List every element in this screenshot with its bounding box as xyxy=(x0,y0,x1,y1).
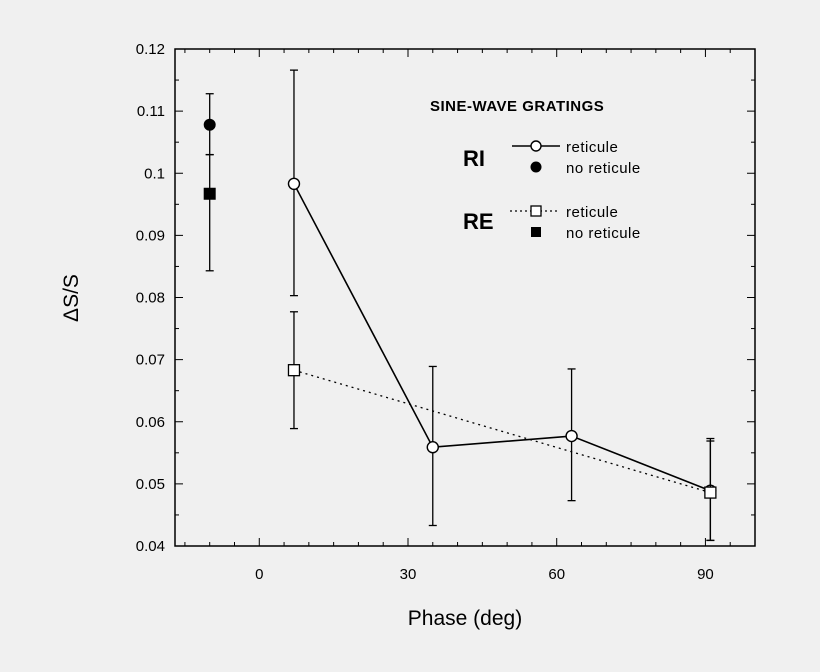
plot-area xyxy=(174,48,756,547)
y-tick-label: 0.11 xyxy=(137,103,165,120)
y-tick-label: 0.08 xyxy=(136,290,165,307)
legend-ri-reticule-marker xyxy=(530,140,542,152)
data-marks xyxy=(203,69,717,542)
y-tick-label: 0.04 xyxy=(136,538,165,555)
x-tick-label: 30 xyxy=(400,566,417,583)
y-tick-label: 0.09 xyxy=(136,227,165,244)
x-tick-label: 0 xyxy=(255,566,263,583)
legend: SINE-WAVE GRATINGS RI reticule no reticu… xyxy=(430,98,641,242)
data-point xyxy=(203,118,216,131)
legend-re-no-reticule-label: no reticule xyxy=(566,225,641,242)
y-axis-label: ΔS/S xyxy=(60,274,83,322)
data-point xyxy=(426,441,439,454)
legend-ri-no-reticule-marker xyxy=(530,161,542,173)
series-ri-reticule xyxy=(287,69,717,542)
legend-group-ri-label: RI xyxy=(463,146,485,171)
legend-title: SINE-WAVE GRATINGS xyxy=(430,98,604,115)
data-point xyxy=(565,429,578,443)
legend-ri-no-reticule-label: no reticule xyxy=(566,160,641,177)
x-tick-label: 60 xyxy=(548,566,565,583)
series-line-re-reticule xyxy=(293,369,711,494)
x-tick-label: 90 xyxy=(697,566,714,583)
y-tick-label: 0.12 xyxy=(136,41,165,58)
y-tick-label: 0.06 xyxy=(136,414,165,431)
y-tick-label: 0.07 xyxy=(136,352,165,369)
data-point xyxy=(203,187,216,200)
data-point xyxy=(704,486,717,499)
legend-group-re-label: RE xyxy=(463,209,494,234)
legend-re-reticule-marker xyxy=(530,205,542,217)
legend-re-no-reticule-marker xyxy=(531,227,541,237)
y-tick-label: 0.1 xyxy=(144,165,165,182)
x-ticks: 0 30 60 90 xyxy=(184,49,731,583)
y-tick-label: 0.05 xyxy=(136,476,165,493)
legend-re-reticule-label: reticule xyxy=(566,204,618,221)
y-ticks: 0.04 0.05 0.06 0.07 0.08 0.09 0.1 0.11 0.12 xyxy=(136,41,755,555)
legend-ri-reticule-label: reticule xyxy=(566,139,618,156)
series-ri-no-reticule xyxy=(203,93,216,156)
series-re-reticule xyxy=(287,311,717,542)
data-point xyxy=(287,364,301,377)
series-line-ri-reticule xyxy=(293,183,711,492)
series-re-no-reticule xyxy=(203,153,216,272)
data-point xyxy=(287,177,301,191)
plot-frame xyxy=(174,48,756,547)
x-axis-label: Phase (deg) xyxy=(408,607,522,630)
